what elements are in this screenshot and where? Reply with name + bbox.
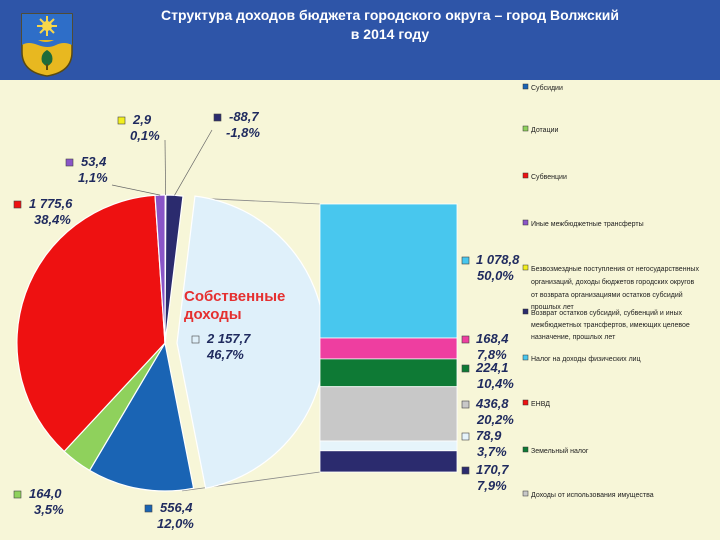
pie-slice-returns bbox=[164, 194, 184, 344]
pie-value-returns: -88,7 bbox=[229, 109, 259, 124]
bar-label-marker-envd bbox=[461, 364, 470, 373]
pie-label-marker-own bbox=[191, 335, 200, 344]
title-line-2: в 2014 году bbox=[350, 26, 430, 42]
legend-item-8: Возврат остатков субсидий, субвенций и и… bbox=[531, 309, 682, 317]
legend-swatch-3 bbox=[522, 219, 529, 226]
legend-item-10: назначение, прошлых лет bbox=[531, 334, 616, 341]
legend-item-5: организаций, доходы бюджетов городских о… bbox=[531, 278, 695, 286]
legend-swatch-2 bbox=[522, 172, 529, 179]
pie-value-other_transfers: 53,4 bbox=[81, 154, 107, 169]
legend-item-12: ЕНВД bbox=[531, 401, 550, 408]
legend-item-11: Налог на доходы физических лиц bbox=[531, 356, 641, 363]
own-revenue-label-1: Собственные bbox=[184, 288, 285, 305]
bar-segment-other_tax bbox=[319, 450, 458, 473]
leader-line-gratuitous bbox=[164, 139, 166, 196]
legend-item-0: Субсидии bbox=[531, 84, 563, 92]
legend-item-3: Иные межбюджетные трансферты bbox=[531, 220, 644, 228]
bar-value-land_tax: 436,8 bbox=[475, 396, 509, 411]
bar-percent-other_tax: 7,9% bbox=[477, 478, 507, 493]
bar-label-marker-property_use bbox=[461, 432, 470, 441]
bar-percent-envd: 10,4% bbox=[477, 376, 514, 391]
title-line-1: Структура доходов бюджета городского окр… bbox=[161, 7, 619, 23]
bar-value-ndfl: 1 078,8 bbox=[476, 252, 520, 267]
stacked-bar bbox=[319, 203, 458, 473]
pie-percent-own: 46,7% bbox=[206, 347, 244, 362]
pie-value-grants: 164,0 bbox=[29, 486, 62, 501]
connector-top bbox=[210, 198, 321, 205]
bar-segment-ndfl bbox=[319, 203, 458, 339]
pie-slice-subsidies bbox=[88, 341, 195, 492]
bar-label-marker-other_own bbox=[461, 335, 470, 344]
bar-percent-land_tax: 20,2% bbox=[476, 412, 514, 427]
pie-label-marker-other_transfers bbox=[65, 158, 74, 167]
pie-percent-subsidies: 12,0% bbox=[157, 516, 194, 531]
bar-segment-envd bbox=[319, 358, 458, 388]
bar-value-property_use: 78,9 bbox=[476, 428, 502, 443]
pie-value-subsidies: 556,4 bbox=[160, 500, 193, 515]
legend-item-9: межбюджетных трансфертов, имеющих целево… bbox=[531, 321, 690, 329]
header-bar: Структура доходов бюджета городского окр… bbox=[0, 0, 720, 80]
bar-labels: 1 078,850,0% 168,47,8%224,110,4% 436,820,2… bbox=[461, 252, 520, 493]
pie-value-subventions: 1 775,6 bbox=[29, 196, 73, 211]
leader-line-other_transfers bbox=[111, 184, 161, 196]
pie-percent-gratuitous: 0,1% bbox=[130, 128, 160, 143]
leader-line-returns bbox=[174, 129, 213, 196]
bar-value-other_tax: 170,7 bbox=[476, 462, 509, 477]
bar-percent-property_use: 3,7% bbox=[477, 444, 507, 459]
city-emblem-icon bbox=[21, 13, 73, 77]
bar-segment-property_use bbox=[319, 440, 458, 452]
pie-slice-subventions bbox=[16, 194, 166, 453]
pie-label-marker-subsidies bbox=[144, 504, 153, 513]
pie-labels: 2 157,746,7% 556,412,0% 164,03,5% 1 775,638… bbox=[13, 109, 260, 531]
legend-item-1: Дотации bbox=[531, 127, 558, 134]
legend-swatch-0 bbox=[522, 83, 529, 90]
legend-swatch-8 bbox=[522, 308, 529, 315]
legend-item-4: Безвозмездные поступления от негосударст… bbox=[531, 266, 699, 273]
legend-swatch-12 bbox=[522, 399, 529, 406]
pie-label-marker-returns bbox=[213, 113, 222, 122]
bar-value-envd: 224,1 bbox=[475, 360, 509, 375]
bar-label-marker-other_tax bbox=[461, 466, 470, 475]
pie-percent-other_transfers: 1,1% bbox=[78, 170, 108, 185]
pie-label-marker-subventions bbox=[13, 200, 22, 209]
legend-item-13: Земельный налог bbox=[531, 447, 589, 455]
bar-percent-ndfl: 50,0% bbox=[477, 268, 514, 283]
legend-item-6: от возврата организациями остатков субси… bbox=[531, 291, 683, 299]
legend-item-2: Субвенции bbox=[531, 173, 567, 181]
legend-item-7: прошлых лет bbox=[531, 304, 574, 311]
bar-value-other_own: 168,4 bbox=[476, 331, 509, 346]
pie-value-gratuitous: 2,9 bbox=[132, 112, 152, 127]
pie-percent-returns: -1,8% bbox=[226, 125, 260, 140]
bar-segment-other_own bbox=[319, 337, 458, 360]
pie-percent-grants: 3,5% bbox=[34, 502, 64, 517]
pie-label-marker-gratuitous bbox=[117, 116, 126, 125]
legend-swatch-1 bbox=[522, 125, 529, 132]
legend-swatch-4 bbox=[522, 264, 529, 271]
pie-chart bbox=[16, 194, 326, 492]
own-revenue-label-2: доходы bbox=[184, 306, 242, 323]
bar-label-marker-ndfl bbox=[461, 256, 470, 265]
chart-title: Структура доходов бюджета городского окр… bbox=[110, 6, 670, 44]
bar-segment-land_tax bbox=[319, 386, 458, 442]
pie-value-own: 2 157,7 bbox=[206, 331, 251, 346]
pie-percent-subventions: 38,4% bbox=[34, 212, 71, 227]
bar-percent-other_own: 7,8% bbox=[477, 347, 507, 362]
pie-label-marker-grants bbox=[13, 490, 22, 499]
legend-item-14: Доходы от использования имущества bbox=[531, 492, 654, 499]
legend-swatch-13 bbox=[522, 446, 529, 453]
legend-swatch-14 bbox=[522, 490, 529, 497]
legend: Субсидии Дотации Субвенции Иные межбюджетны… bbox=[522, 83, 699, 499]
legend-swatch-11 bbox=[522, 354, 529, 361]
bar-label-marker-land_tax bbox=[461, 400, 470, 409]
